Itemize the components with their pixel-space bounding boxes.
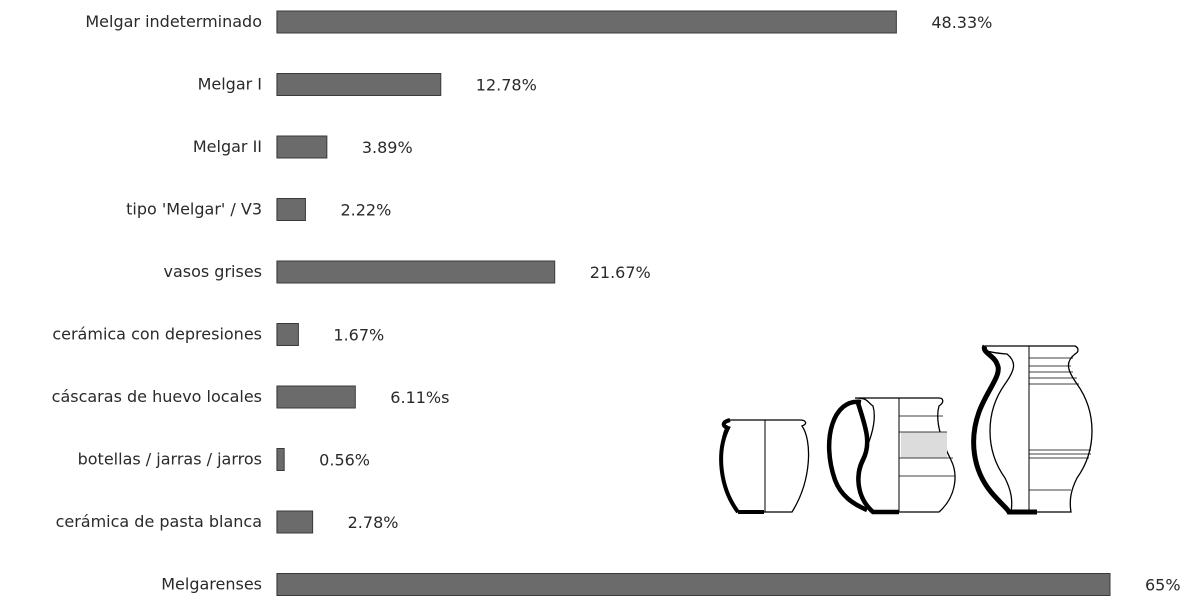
bar-cascaras-de-huevo-locales <box>276 385 356 409</box>
value-label-melgarenses: 65% <box>1145 576 1181 595</box>
bars-layer: Melgar indeterminado 48.33% Melgar I 12.78%… <box>52 10 1181 596</box>
category-label-vasos-grises: vasos grises <box>163 262 262 281</box>
value-label-tipo-melgar-v3: 2.22% <box>340 201 391 220</box>
category-label-ceramica-con-depresiones: cerámica con depresiones <box>52 325 262 344</box>
category-label-botellas-jarras-jarros: botellas / jarras / jarros <box>78 450 262 469</box>
category-label-melgar-indeterminado: Melgar indeterminado <box>85 12 262 31</box>
value-label-melgar-indeterminado: 48.33% <box>931 13 992 32</box>
value-label-melgar-ii: 3.89% <box>362 138 413 157</box>
value-label-cascaras-de-huevo-locales: 6.11%s <box>390 388 449 407</box>
value-label-ceramica-con-depresiones: 1.67% <box>333 326 384 345</box>
bar-tipo-melgar-v3 <box>276 198 306 221</box>
bar-melgarenses <box>276 573 1111 596</box>
bar-vasos-grises <box>276 260 556 284</box>
pottery-vessels-icon <box>719 344 1093 515</box>
small-jar-icon <box>719 418 810 514</box>
tall-vessel-icon <box>971 344 1093 515</box>
bar-botellas-jarras-jarros <box>276 448 285 471</box>
bar-melgar-indeterminado <box>276 10 897 34</box>
value-label-vasos-grises: 21.67% <box>590 263 651 282</box>
category-label-melgarenses: Melgarenses <box>161 575 262 594</box>
category-label-melgar-ii: Melgar II <box>193 137 262 156</box>
category-label-cascaras-de-huevo-locales: cáscaras de huevo locales <box>52 387 262 406</box>
category-label-ceramica-de-pasta-blanca: cerámica de pasta blanca <box>56 512 262 531</box>
value-label-melgar-i: 12.78% <box>476 76 537 95</box>
bar-melgar-i <box>276 73 442 96</box>
value-label-botellas-jarras-jarros: 0.56% <box>319 451 370 470</box>
category-label-melgar-i: Melgar I <box>198 75 262 94</box>
bar-ceramica-de-pasta-blanca <box>276 510 314 534</box>
jug-icon <box>826 397 956 515</box>
bar-melgar-ii <box>276 135 328 159</box>
value-label-ceramica-de-pasta-blanca: 2.78% <box>348 513 399 532</box>
bar-ceramica-con-depresiones <box>276 323 299 346</box>
category-label-tipo-melgar-v3: tipo 'Melgar' / V3 <box>126 200 262 219</box>
